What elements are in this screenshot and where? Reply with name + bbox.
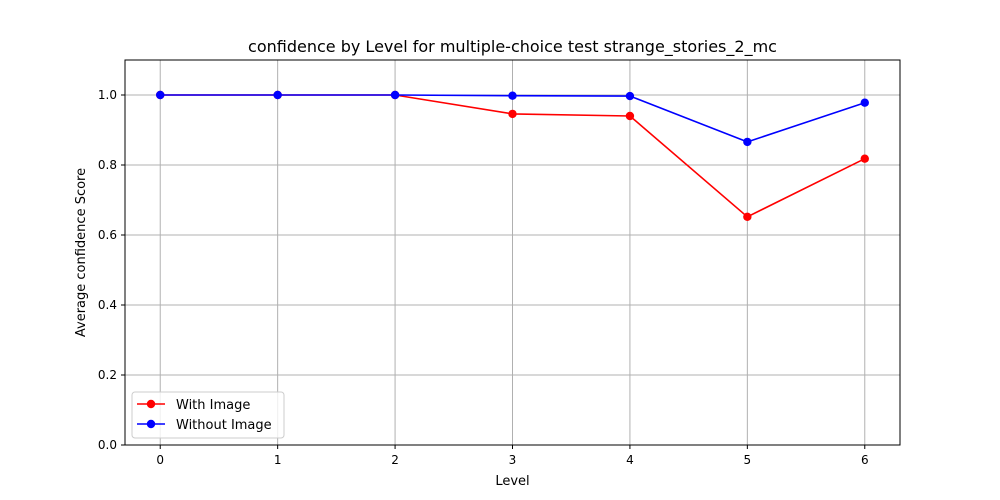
data-point-with-image [508, 109, 517, 119]
series-without-image [156, 90, 869, 147]
y-tick-label: 0.2 [98, 368, 117, 382]
data-point-without-image [860, 98, 869, 107]
data-point-without-image [625, 91, 635, 101]
series-layer [156, 90, 869, 221]
y-axis-ticks: 0.0 0.2 0.4 0.6 0.8 1.0 [98, 88, 125, 452]
data-point-without-image [508, 91, 517, 100]
y-tick-label: 0.4 [98, 298, 117, 312]
x-tick-label: 6 [861, 453, 869, 467]
legend-label-without-image: Without Image [176, 418, 272, 433]
data-point-without-image [156, 90, 165, 100]
y-tick-label: 0.8 [98, 158, 117, 172]
y-tick-label: 1.0 [98, 88, 117, 102]
data-point-with-image [743, 212, 752, 221]
y-axis-label: Average confidence Score [74, 168, 89, 337]
x-tick-label: 3 [509, 453, 517, 467]
y-tick-label: 0.6 [98, 228, 117, 242]
x-tick-label: 2 [391, 453, 399, 467]
chart-title: confidence by Level for multiple-choice … [248, 37, 777, 57]
x-tick-label: 1 [274, 453, 282, 467]
data-point-with-image [625, 111, 635, 121]
data-point-with-image [860, 154, 869, 163]
data-point-without-image [743, 137, 752, 147]
legend-marker-with-image [146, 399, 156, 409]
legend-marker-without-image [146, 419, 156, 429]
x-axis-label: Level [495, 474, 529, 489]
x-axis-ticks: 0 1 2 3 4 5 6 [156, 445, 869, 467]
legend-label-with-image: With Image [176, 398, 250, 413]
data-point-without-image [390, 90, 400, 100]
x-tick-label: 4 [626, 453, 634, 467]
legend-box [131, 391, 285, 439]
legend: With Image Without Image [131, 391, 285, 439]
x-tick-label: 5 [744, 453, 752, 467]
data-point-without-image [273, 90, 282, 100]
y-tick-label: 0.0 [98, 438, 117, 452]
x-tick-label: 0 [156, 453, 164, 467]
